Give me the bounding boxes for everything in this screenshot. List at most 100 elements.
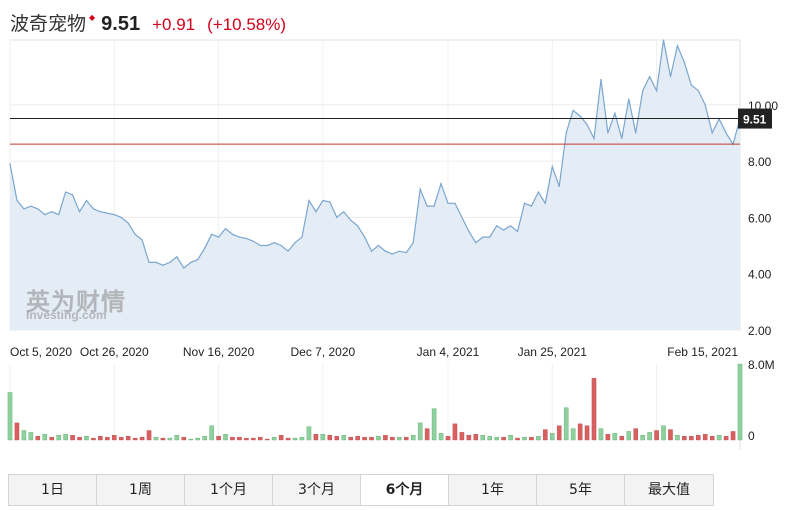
price-point — [503, 229, 505, 231]
volume-bar — [550, 433, 555, 441]
range-tab[interactable]: 5年 — [537, 475, 625, 505]
volume-bar — [118, 436, 124, 441]
range-tab[interactable]: 6个月 — [361, 475, 449, 505]
volume-bar — [543, 429, 548, 441]
volume-bar — [306, 426, 312, 441]
volume-bar — [195, 437, 200, 441]
volume-bar — [696, 435, 701, 441]
price-point — [259, 244, 261, 247]
x-tick-label: Jan 25, 2021 — [518, 345, 588, 359]
price-point — [635, 132, 637, 134]
volume-bar — [63, 434, 68, 441]
price-point — [586, 123, 588, 126]
volume-bar — [105, 436, 110, 441]
x-tick-label: Oct 26, 2020 — [80, 345, 149, 359]
price-point — [676, 45, 679, 47]
volume-bar — [577, 423, 583, 441]
volume-bar — [237, 436, 242, 441]
volume-bar — [570, 428, 576, 441]
volume-bar — [271, 436, 277, 441]
price-point — [190, 261, 192, 264]
price-point — [231, 233, 234, 235]
price-point — [266, 244, 268, 247]
price-point — [315, 211, 317, 213]
price-point — [482, 236, 484, 238]
volume-bar — [244, 437, 249, 441]
volume-bar — [56, 435, 61, 441]
price-point — [301, 236, 303, 238]
price-point — [412, 242, 414, 244]
volume-bar — [702, 434, 708, 441]
price-point — [544, 202, 546, 204]
volume-bar — [258, 436, 263, 441]
range-tab[interactable]: 1日 — [9, 475, 97, 505]
price-point — [16, 199, 18, 202]
volume-bar — [174, 435, 180, 441]
volume-bar — [508, 435, 513, 441]
price-point — [523, 202, 526, 204]
range-tab[interactable]: 1周 — [97, 475, 185, 505]
volume-bar — [230, 436, 235, 441]
range-tab[interactable]: 3个月 — [273, 475, 361, 505]
price-point — [468, 230, 470, 233]
price-line — [9, 39, 741, 269]
price-point — [51, 211, 53, 213]
volume-bar — [689, 436, 694, 441]
y-tick-label: 6.00 — [748, 211, 772, 225]
volume-bar — [383, 435, 388, 441]
volume-bar — [605, 434, 611, 441]
volume-bar — [327, 435, 333, 441]
volume-bar — [466, 435, 472, 441]
price-point — [509, 225, 512, 227]
volume-bar — [209, 425, 214, 441]
price-point — [614, 112, 616, 114]
price-point — [148, 261, 150, 264]
price-point — [461, 216, 463, 218]
price-point — [58, 213, 60, 216]
price-point — [71, 194, 74, 196]
price-point — [683, 61, 685, 64]
volume-bar — [682, 436, 687, 441]
last-price: 9.51 — [101, 13, 141, 35]
range-tab[interactable]: 最大值 — [648, 482, 690, 498]
price-point — [725, 132, 727, 134]
price-point — [454, 202, 456, 204]
price-point — [78, 211, 81, 213]
price-point — [662, 39, 665, 41]
price-point — [440, 182, 442, 185]
price-point — [628, 98, 630, 100]
volume-bar — [494, 436, 499, 441]
x-tick-label: Oct 5, 2020 — [10, 345, 72, 359]
price-point — [593, 137, 595, 140]
price-point — [65, 191, 67, 193]
volume-bar — [529, 436, 534, 441]
price-point — [384, 250, 387, 252]
x-tick-label: Nov 16, 2020 — [183, 345, 255, 359]
volume-bar — [556, 425, 562, 441]
volume-bar — [91, 437, 96, 441]
volume-bar — [146, 430, 152, 441]
volume-bar — [473, 434, 479, 441]
price-point — [280, 244, 282, 247]
volume-bar — [515, 437, 520, 441]
volume-bar — [522, 436, 527, 441]
volume-bar — [431, 408, 437, 441]
price-point — [363, 236, 366, 238]
volume-bar — [299, 436, 305, 441]
price-point — [607, 132, 609, 134]
price-point — [134, 233, 136, 235]
range-tab[interactable]: 1年 — [449, 475, 537, 505]
volume-bar — [591, 378, 597, 441]
price-point — [204, 247, 206, 249]
price-point — [357, 225, 359, 227]
watermark-brand-cn: 英为财情 — [26, 288, 126, 316]
price-point — [572, 109, 574, 111]
price-point — [217, 236, 220, 238]
price-point — [669, 76, 672, 78]
volume-bar — [285, 437, 291, 441]
range-tab[interactable]: 1个月 — [185, 475, 273, 505]
price-point — [447, 202, 449, 204]
price-change: +0.91 — [152, 15, 196, 34]
volume-bar — [640, 435, 645, 441]
